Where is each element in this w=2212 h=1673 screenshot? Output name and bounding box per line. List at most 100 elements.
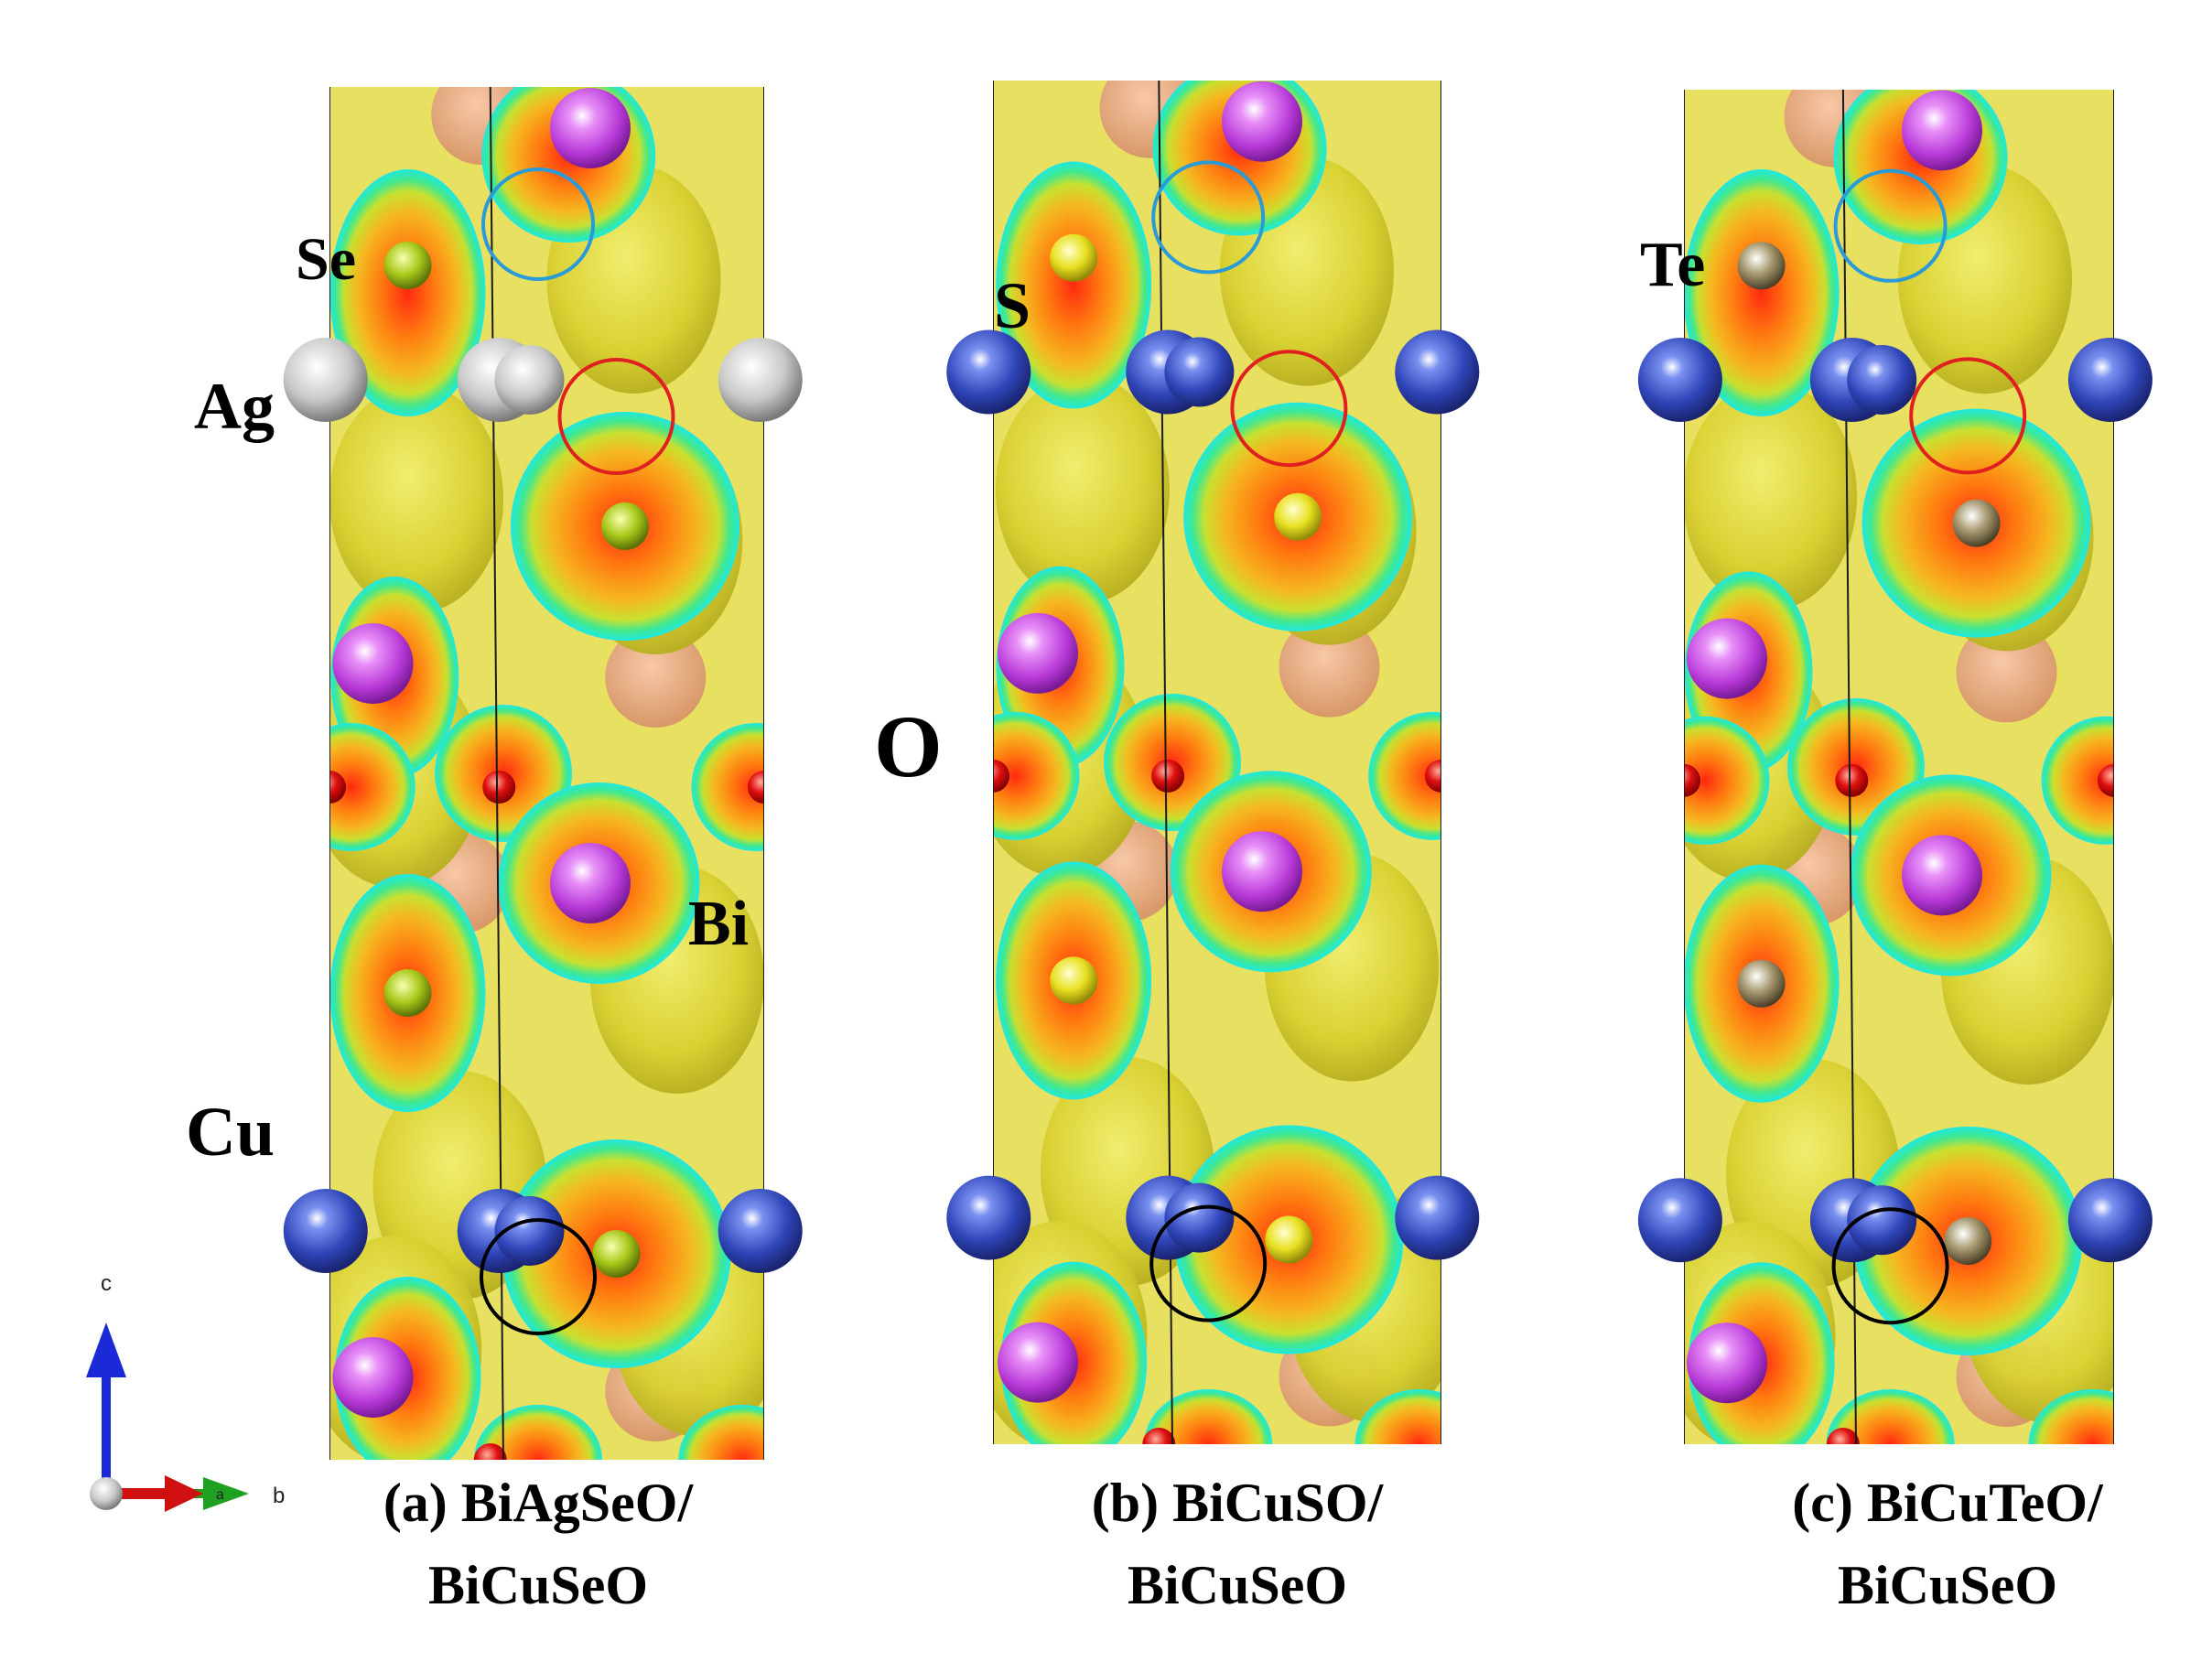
peach-atom bbox=[1956, 621, 2057, 723]
density-lobe bbox=[1684, 169, 1840, 416]
oxygen-atom bbox=[1151, 759, 1185, 793]
oxygen-atom bbox=[2098, 763, 2114, 797]
label-te: Te bbox=[1640, 230, 1705, 300]
peach-atom bbox=[605, 627, 707, 728]
structure-panel-a bbox=[283, 87, 803, 1460]
oxygen-atom bbox=[1142, 1428, 1176, 1444]
copper-atom bbox=[946, 1175, 1031, 1260]
copper-atom bbox=[1637, 1178, 1722, 1263]
highlight-circle-blue bbox=[1151, 160, 1266, 275]
chalcogen-atom bbox=[1050, 956, 1098, 1005]
interface-metal-atom bbox=[1164, 337, 1235, 407]
oxygen-atom bbox=[329, 771, 346, 804]
bi-atom bbox=[550, 88, 631, 168]
label-bi: Bi bbox=[688, 889, 749, 959]
chalcogen-atom bbox=[383, 242, 432, 289]
density-lobe bbox=[1368, 711, 1441, 840]
density-lobe bbox=[1354, 1389, 1441, 1444]
chalcogen-atom bbox=[1274, 492, 1322, 541]
interface-metal-atom bbox=[2067, 338, 2153, 422]
copper-atom bbox=[494, 1196, 565, 1266]
axis-origin bbox=[90, 1477, 123, 1510]
isosurface-blob bbox=[996, 375, 1170, 604]
panels-layer bbox=[283, 81, 2153, 1460]
oxygen-atom bbox=[1826, 1428, 1860, 1444]
a-axis-label: a bbox=[216, 1487, 224, 1503]
c-axis-label: c bbox=[101, 1271, 112, 1296]
interface-metal-atom bbox=[1847, 345, 1917, 415]
chalcogen-atom bbox=[1952, 499, 2001, 547]
label-s: S bbox=[994, 269, 1030, 342]
axis-indicator: c b a bbox=[86, 1271, 285, 1512]
oxygen-atom bbox=[748, 771, 764, 804]
highlight-circle-black bbox=[1831, 1207, 1949, 1325]
label-o: O bbox=[874, 697, 943, 795]
c-axis-arrowhead bbox=[86, 1322, 126, 1377]
bi-atom bbox=[1222, 831, 1302, 912]
label-ag: Ag bbox=[194, 370, 275, 443]
copper-atom bbox=[2067, 1178, 2153, 1263]
oxygen-atom bbox=[473, 1443, 507, 1460]
highlight-circle-black bbox=[480, 1218, 597, 1335]
interface-metal-atom bbox=[946, 329, 1031, 415]
density-lobe bbox=[1144, 1389, 1273, 1444]
density-lobe bbox=[329, 169, 486, 416]
copper-atom bbox=[1395, 1175, 1480, 1260]
density-lobe bbox=[474, 1405, 602, 1460]
density-lobe bbox=[691, 723, 764, 851]
highlight-circle-blue bbox=[1833, 168, 1948, 283]
chalcogen-atom bbox=[1265, 1215, 1313, 1264]
density-lobe bbox=[329, 723, 415, 851]
interface-metal-atom bbox=[283, 338, 368, 422]
bi-atom bbox=[332, 623, 414, 704]
caption-b-line1: (b) BiCuSO/ bbox=[1092, 1473, 1385, 1533]
oxygen-atom bbox=[1684, 763, 1700, 797]
highlight-circle-black bbox=[1149, 1204, 1268, 1322]
chalcogen-atom bbox=[1050, 233, 1098, 282]
bi-atom bbox=[998, 612, 1078, 694]
density-lobe bbox=[1684, 716, 1770, 845]
isosurface-blob bbox=[1684, 382, 1857, 610]
oxygen-atom bbox=[1425, 759, 1441, 793]
oxygen-atom bbox=[482, 771, 516, 804]
isosurface-blob bbox=[329, 384, 503, 613]
copper-atom bbox=[283, 1189, 368, 1273]
bi-atom bbox=[1222, 81, 1302, 162]
highlight-circle-blue bbox=[481, 167, 595, 281]
panel-body bbox=[1684, 90, 2114, 1444]
a-axis-arrowhead bbox=[165, 1475, 203, 1512]
interface-metal-atom bbox=[718, 338, 803, 422]
density-lobe bbox=[1826, 1389, 1955, 1444]
bi-atom bbox=[998, 1322, 1078, 1403]
oxygen-atom bbox=[993, 759, 1009, 793]
caption-c-line1: (c) BiCuTeO/ bbox=[1792, 1473, 2104, 1533]
density-lobe bbox=[993, 711, 1080, 840]
density-lobe bbox=[2041, 716, 2114, 845]
structure-panel-b bbox=[946, 81, 1480, 1444]
interface-metal-atom bbox=[1637, 338, 1722, 422]
density-lobe bbox=[2028, 1389, 2114, 1444]
density-lobe bbox=[996, 161, 1152, 409]
highlight-circle-red bbox=[1909, 357, 2027, 475]
chalcogen-atom bbox=[383, 969, 432, 1017]
chalcogen-atom bbox=[601, 502, 649, 550]
copper-atom bbox=[1847, 1185, 1917, 1256]
caption-c-line2: BiCuSeO bbox=[1838, 1555, 2057, 1615]
chalcogen-atom bbox=[1944, 1217, 1992, 1265]
chalcogen-atom bbox=[1737, 959, 1786, 1008]
copper-atom bbox=[1164, 1182, 1235, 1253]
interface-metal-atom bbox=[494, 345, 565, 415]
highlight-circle-red bbox=[557, 358, 675, 475]
copper-atom bbox=[718, 1189, 803, 1273]
caption-a-line2: BiCuSeO bbox=[428, 1555, 648, 1615]
label-se: Se bbox=[296, 226, 356, 293]
caption-a-line1: (a) BiAgSeO/ bbox=[383, 1473, 695, 1533]
bi-atom bbox=[1902, 835, 1982, 916]
oxygen-atom bbox=[1835, 763, 1869, 797]
caption-b-line2: BiCuSeO bbox=[1128, 1555, 1347, 1615]
panel-body bbox=[993, 81, 1441, 1444]
bi-atom bbox=[332, 1337, 414, 1418]
structure-panel-c bbox=[1637, 90, 2153, 1444]
bi-atom bbox=[1687, 618, 1767, 699]
